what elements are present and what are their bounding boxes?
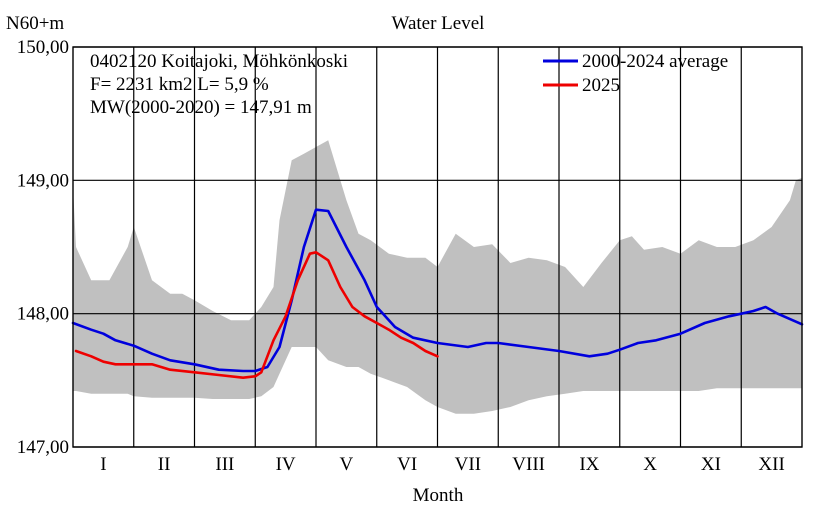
x-tick-label: XII: [758, 454, 784, 475]
x-tick-label: II: [158, 454, 171, 475]
series-line-average: [71, 208, 804, 373]
chart-title: Water Level: [392, 13, 485, 34]
x-axis-label: Month: [413, 485, 464, 506]
legend: 2000-2024 average 2025: [543, 51, 728, 96]
x-tick-label: I: [100, 454, 106, 475]
x-tick-labels: I II III IV V VI VII VIII IX X XI XII: [100, 454, 785, 475]
x-tick-label: IX: [579, 454, 599, 475]
x-tick-label: IV: [276, 454, 296, 475]
x-tick-label: III: [215, 454, 234, 475]
x-tick-label: V: [340, 454, 354, 475]
legend-label-average: 2000-2024 average: [582, 51, 728, 72]
y-tick-labels: 147,00 148,00 149,00 150,00: [17, 37, 69, 458]
y-tick-label: 150,00: [17, 37, 69, 58]
y-tick-label: 148,00: [17, 304, 69, 325]
series-layer: [71, 208, 804, 380]
x-tick-label: VI: [397, 454, 417, 475]
annotation-line-3: MW(2000-2020) = 147,91 m: [90, 97, 312, 118]
y-tick-label: 149,00: [17, 170, 69, 191]
y-axis-label: N60+m: [6, 13, 64, 34]
annotation-line-2: F= 2231 km2 L= 5,9 %: [90, 74, 269, 95]
x-tick-label: VIII: [512, 454, 545, 475]
plot-frame: [72, 46, 803, 448]
x-tick-label: XI: [701, 454, 721, 475]
legend-label-2025: 2025: [582, 75, 620, 96]
series-line-2025: [74, 251, 439, 380]
y-tick-label: 147,00: [17, 437, 69, 458]
annotation-line-1: 0402120 Koitajoki, Möhkönkoski: [90, 51, 348, 72]
station-annotation: 0402120 Koitajoki, Möhkönkoski F= 2231 k…: [90, 51, 348, 118]
x-tick-label: X: [643, 454, 657, 475]
x-tick-label: VII: [455, 454, 481, 475]
